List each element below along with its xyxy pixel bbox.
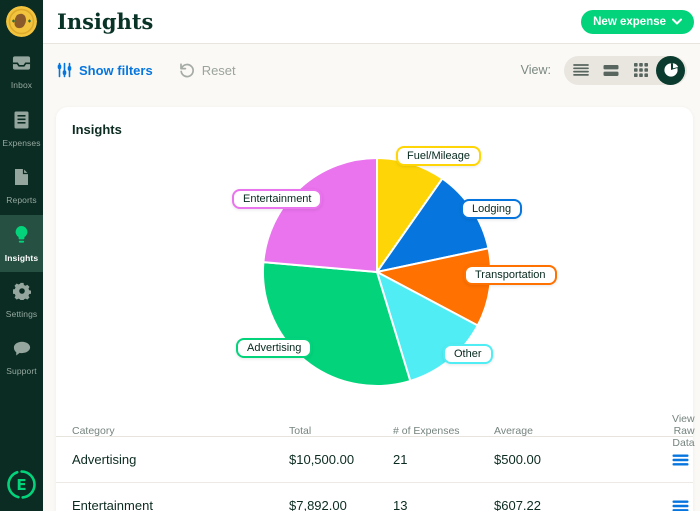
view-raw-data-button[interactable] [672,498,689,511]
expensify-logo-icon[interactable]: E [6,469,37,500]
slice-label-transportation[interactable]: Transportation [464,265,557,285]
report-icon [14,168,29,191]
chevron-down-icon [672,18,682,25]
chat-bubble-icon [13,340,31,362]
cell-num-expenses: 21 [393,452,408,467]
undo-icon [179,63,194,78]
grid-view-icon [634,63,648,77]
hamburger-icon [672,500,689,511]
sidebar-item-support[interactable]: Support [0,329,43,386]
slice-label-entertainment[interactable]: Entertainment [232,189,323,209]
sidebar-item-label: Reports [6,195,37,205]
page-title: Insights [57,9,154,34]
cell-category: Advertising [72,452,137,467]
table-header-row: Category Total # of Expenses Average View Ra… [56,413,695,449]
view-option-grid[interactable] [626,56,656,85]
inbox-icon [12,55,31,76]
view-segmented-control [564,55,687,85]
svg-text:E: E [16,476,26,494]
header: Insights New expense [43,0,700,44]
cell-total: $10,500.00 [289,452,355,467]
column-header-view-raw-data: View Raw Data [672,413,695,449]
table-row: Entertainment $7,892.00 13 $607.22 [56,483,693,511]
view-label: View: [520,63,551,77]
slice-label-fuel-mileage[interactable]: Fuel/Mileage [396,146,481,166]
sidebar-item-insights[interactable]: Insights [0,215,43,272]
sidebar-item-label: Support [6,365,37,376]
insights-card: Insights Fuel/Mileage Lodging Transportati… [56,107,695,511]
column-header-average: Average [494,425,533,437]
reset-label: Reset [201,62,236,78]
cell-average: $500.00 [494,452,541,467]
show-filters-button[interactable]: Show filters [57,62,153,78]
view-switcher: View: [520,55,687,85]
reset-button[interactable]: Reset [179,62,236,78]
view-option-pie[interactable] [656,55,685,85]
sidebar: Inbox Expenses Reports Insights Settings Supp… [0,0,43,511]
column-header-total: Total [289,425,312,437]
pie-chart-svg [261,156,492,387]
sidebar-item-reports[interactable]: Reports [0,158,43,215]
show-filters-label: Show filters [79,62,153,78]
sidebar-item-label: Expenses [2,138,41,148]
sidebar-item-expenses[interactable]: Expenses [0,101,43,158]
slice-label-advertising[interactable]: Advertising [236,338,313,358]
cell-average: $607.22 [494,498,541,511]
workspace-avatar-icon[interactable] [6,6,37,37]
view-option-list[interactable] [566,56,596,85]
cell-category: Entertainment [72,498,153,511]
table-row: Advertising $10,500.00 21 $500.00 [56,437,693,483]
view-option-rows[interactable] [596,56,626,85]
expenses-table: Category Total # of Expenses Average View Ra… [56,413,695,511]
sidebar-item-label: Inbox [10,80,33,90]
slice-label-other[interactable]: Other [443,344,493,364]
lightbulb-icon [13,225,30,249]
receipt-icon [14,111,29,134]
gear-icon [12,282,31,305]
card-title: Insights [72,122,122,137]
cell-total: $7,892.00 [289,498,347,511]
pie-view-icon [663,62,679,78]
pie-slice-transportation[interactable] [376,247,492,327]
rows-view-icon [603,64,619,77]
sidebar-nav: Inbox Expenses Reports Insights Settings Supp… [0,44,43,386]
view-raw-data-button[interactable] [672,452,689,468]
filter-sliders-icon [57,62,72,78]
sidebar-item-label: Settings [5,309,38,319]
toolbar: Show filters Reset View: [43,44,700,96]
sidebar-item-settings[interactable]: Settings [0,272,43,329]
pie-slice-entertainment[interactable] [262,157,378,273]
sidebar-item-inbox[interactable]: Inbox [0,44,43,101]
column-header--of-expenses: # of Expenses [393,425,460,437]
list-view-icon [573,63,589,77]
cell-num-expenses: 13 [393,498,408,511]
pie-chart: Fuel/Mileage Lodging Transportation Other Ad… [56,107,693,417]
new-expense-label: New expense [593,15,666,28]
hamburger-icon [672,454,689,465]
slice-label-lodging[interactable]: Lodging [461,199,523,219]
column-header-category: Category [72,425,115,437]
sidebar-item-label: Insights [4,252,39,263]
new-expense-button[interactable]: New expense [581,9,694,34]
